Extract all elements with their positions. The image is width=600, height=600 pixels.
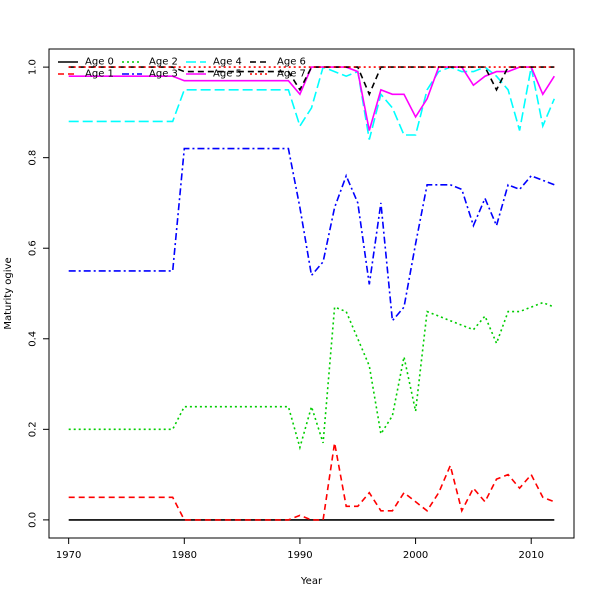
legend-label: Age 3: [149, 69, 178, 80]
legend-label: Age 4: [213, 57, 242, 68]
legend-label: Age 0: [85, 57, 114, 68]
x-tick-label: 1980: [172, 550, 197, 561]
y-axis-label: Maturity ogive: [3, 257, 14, 329]
series-line-age-4: [68, 66, 556, 140]
legend-label: Age 1: [85, 69, 114, 80]
x-tick-label: 2000: [403, 550, 428, 561]
legend-label: Age 7: [277, 69, 306, 80]
series-line-age-5: [68, 66, 555, 131]
plot-frame: [48, 48, 575, 539]
series-layer: [68, 66, 556, 521]
y-tick-label: 0.0: [28, 512, 39, 528]
x-axis-label: Year: [300, 576, 323, 587]
y-axis: 0.0 0.2 0.4 0.6 0.8 1.0: [28, 59, 49, 528]
x-axis: 1970 1980 1990 2000 2010: [56, 538, 544, 561]
y-tick-label: 1.0: [28, 59, 39, 75]
legend-label: Age 5: [213, 69, 242, 80]
series-line-age-6: [68, 66, 555, 97]
x-tick-label: 2010: [518, 550, 543, 561]
x-tick-label: 1970: [56, 550, 81, 561]
legend-label: Age 2: [149, 57, 178, 68]
y-tick-label: 0.8: [28, 150, 39, 166]
series-line-age-3: [68, 147, 555, 323]
series-line-age-1: [68, 442, 555, 521]
legend-label: Age 6: [277, 57, 306, 68]
y-tick-label: 0.6: [28, 240, 39, 256]
x-tick-label: 1990: [287, 550, 312, 561]
y-tick-label: 0.2: [28, 421, 39, 437]
series-line-age-2: [68, 301, 555, 451]
y-tick-label: 0.4: [28, 331, 39, 347]
